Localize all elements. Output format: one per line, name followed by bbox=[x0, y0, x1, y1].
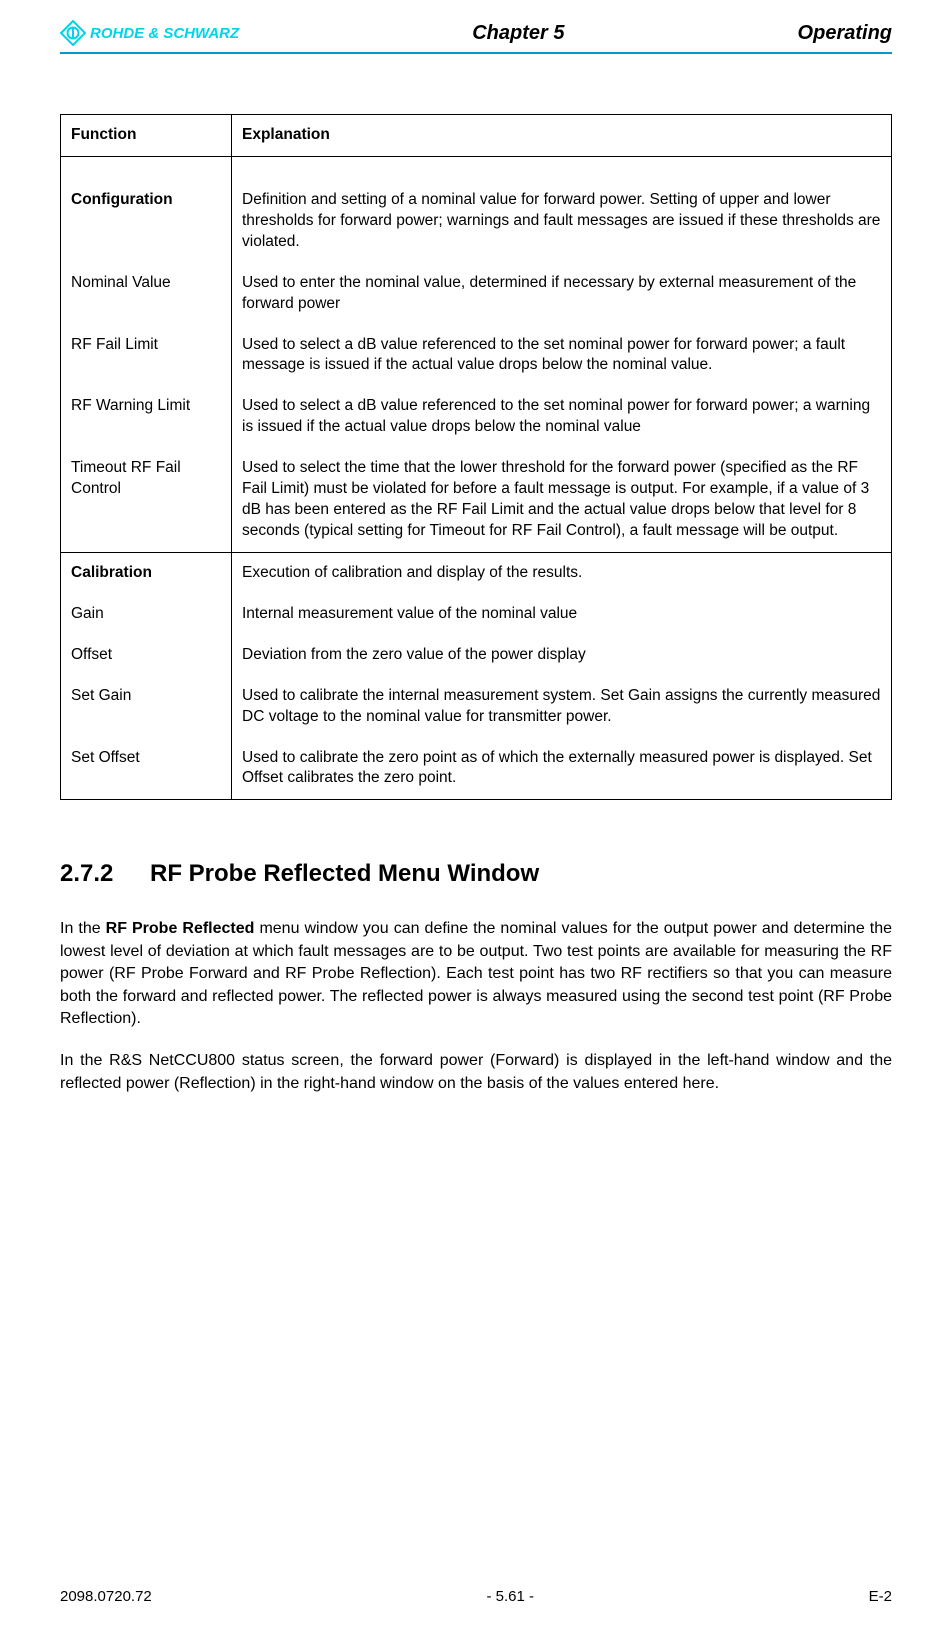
table-row: RF Fail Limit Used to select a dB value … bbox=[61, 325, 892, 387]
function-table: Function Explanation Configuration Defin… bbox=[60, 114, 892, 800]
cell-function: Gain bbox=[61, 594, 232, 635]
table-header-row: Function Explanation bbox=[61, 115, 892, 157]
header-double-rule bbox=[61, 156, 892, 180]
brand-logo-group: ROHDE & SCHWARZ bbox=[60, 20, 239, 46]
cell-function: RF Fail Limit bbox=[61, 325, 232, 387]
cell-explanation: Used to calibrate the internal measureme… bbox=[232, 676, 892, 738]
page: ROHDE & SCHWARZ Chapter 5 Operating Func… bbox=[0, 0, 952, 1629]
page-header: ROHDE & SCHWARZ Chapter 5 Operating bbox=[60, 20, 892, 54]
table-row: RF Warning Limit Used to select a dB val… bbox=[61, 386, 892, 448]
cell-explanation: Internal measurement value of the nomina… bbox=[232, 594, 892, 635]
table-row: Nominal Value Used to enter the nominal … bbox=[61, 263, 892, 325]
cell-function: Timeout RF Fail Control bbox=[61, 448, 232, 552]
footer-right: E-2 bbox=[869, 1588, 892, 1605]
cell-function: Configuration bbox=[61, 180, 232, 263]
cell-function: RF Warning Limit bbox=[61, 386, 232, 448]
table-row: Timeout RF Fail Control Used to select t… bbox=[61, 448, 892, 552]
cell-explanation: Used to select the time that the lower t… bbox=[232, 448, 892, 552]
cell-explanation: Definition and setting of a nominal valu… bbox=[232, 180, 892, 263]
footer-left: 2098.0720.72 bbox=[60, 1588, 152, 1605]
brand-text: ROHDE & SCHWARZ bbox=[90, 25, 239, 42]
cell-function: Set Offset bbox=[61, 738, 232, 800]
cell-function: Offset bbox=[61, 635, 232, 676]
cell-explanation: Used to select a dB value referenced to … bbox=[232, 325, 892, 387]
header-section: Operating bbox=[798, 22, 892, 45]
section-heading: 2.7.2RF Probe Reflected Menu Window bbox=[60, 860, 892, 888]
section-title: RF Probe Reflected Menu Window bbox=[150, 860, 539, 887]
cell-function: Calibration bbox=[61, 552, 232, 593]
cell-explanation: Execution of calibration and display of … bbox=[232, 552, 892, 593]
section-paragraph-1: In the RF Probe Reflected menu window yo… bbox=[60, 918, 892, 1030]
cell-function: Set Gain bbox=[61, 676, 232, 738]
brand-logo-icon bbox=[60, 20, 86, 46]
table-row: Offset Deviation from the zero value of … bbox=[61, 635, 892, 676]
table-row: Calibration Execution of calibration and… bbox=[61, 552, 892, 593]
th-function: Function bbox=[61, 115, 232, 157]
cell-explanation: Deviation from the zero value of the pow… bbox=[232, 635, 892, 676]
table-row: Set Gain Used to calibrate the internal … bbox=[61, 676, 892, 738]
page-footer: 2098.0720.72 - 5.61 - E-2 bbox=[60, 1588, 892, 1605]
footer-center: - 5.61 - bbox=[486, 1588, 534, 1605]
cell-explanation: Used to enter the nominal value, determi… bbox=[232, 263, 892, 325]
p1-bold: RF Probe Reflected bbox=[106, 920, 255, 937]
section-number: 2.7.2 bbox=[60, 860, 150, 888]
table-row: Set Offset Used to calibrate the zero po… bbox=[61, 738, 892, 800]
cell-explanation: Used to select a dB value referenced to … bbox=[232, 386, 892, 448]
cell-explanation: Used to calibrate the zero point as of w… bbox=[232, 738, 892, 800]
table-row: Configuration Definition and setting of … bbox=[61, 180, 892, 263]
table-row: Gain Internal measurement value of the n… bbox=[61, 594, 892, 635]
header-chapter: Chapter 5 bbox=[472, 22, 564, 45]
cell-function: Nominal Value bbox=[61, 263, 232, 325]
p1-pre: In the bbox=[60, 920, 106, 937]
th-explanation: Explanation bbox=[232, 115, 892, 157]
section-paragraph-2: In the R&S NetCCU800 status screen, the … bbox=[60, 1050, 892, 1095]
